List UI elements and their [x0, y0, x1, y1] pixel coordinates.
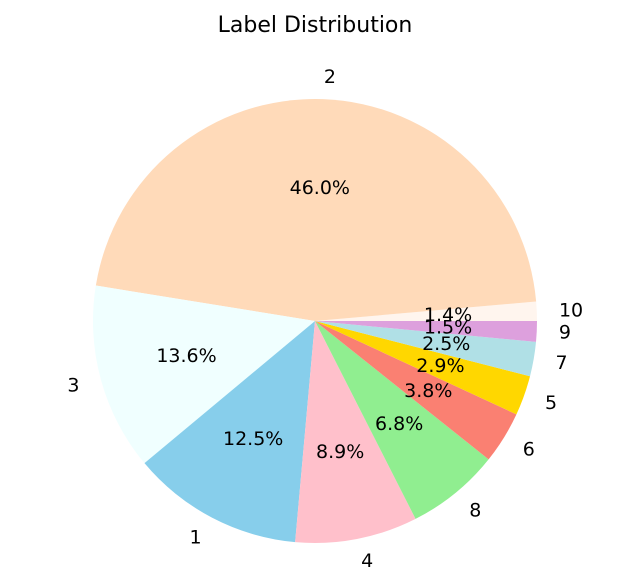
slice-label-3: 3: [67, 375, 79, 397]
percent-label-5: 2.9%: [416, 355, 464, 377]
pie-slice-10: [315, 301, 537, 321]
slice-label-7: 7: [556, 352, 568, 374]
pie-slice-9: [315, 321, 537, 342]
pie-slice-5: [315, 321, 531, 415]
percent-label-8: 6.8%: [375, 413, 423, 435]
percent-label-10: 1.4%: [424, 304, 472, 326]
pie-labels: 10 1.4% 2 46.0% 3 13.6% 1 12.5% 4 8.9% 8 6.8% 6 3.8% 5…: [67, 66, 583, 572]
slice-label-10: 10: [559, 299, 583, 321]
pie-slices: [93, 99, 537, 544]
percent-label-7: 2.5%: [422, 333, 470, 355]
pie-slice-4: [295, 321, 416, 544]
pie-slice-2: [95, 99, 537, 322]
slice-label-9: 9: [559, 322, 571, 344]
slice-label-8: 8: [469, 499, 481, 521]
percent-label-1: 12.5%: [223, 428, 283, 450]
pie-slice-7: [315, 321, 537, 377]
slice-label-2: 2: [324, 66, 336, 88]
percent-label-4: 8.9%: [316, 441, 364, 463]
slice-label-5: 5: [545, 392, 557, 414]
percent-label-3: 13.6%: [156, 345, 216, 367]
percent-label-9: 1.5%: [424, 316, 472, 338]
percent-label-6: 3.8%: [404, 380, 452, 402]
slice-label-4: 4: [361, 550, 373, 572]
chart-title: Label Distribution: [218, 13, 413, 38]
pie-slice-6: [315, 321, 517, 460]
pie-slice-1: [144, 321, 315, 543]
pie-slice-3: [93, 285, 315, 464]
slice-label-1: 1: [190, 526, 202, 548]
slice-label-6: 6: [523, 438, 535, 460]
pie-slice-8: [315, 321, 489, 519]
percent-label-2: 46.0%: [290, 177, 350, 199]
